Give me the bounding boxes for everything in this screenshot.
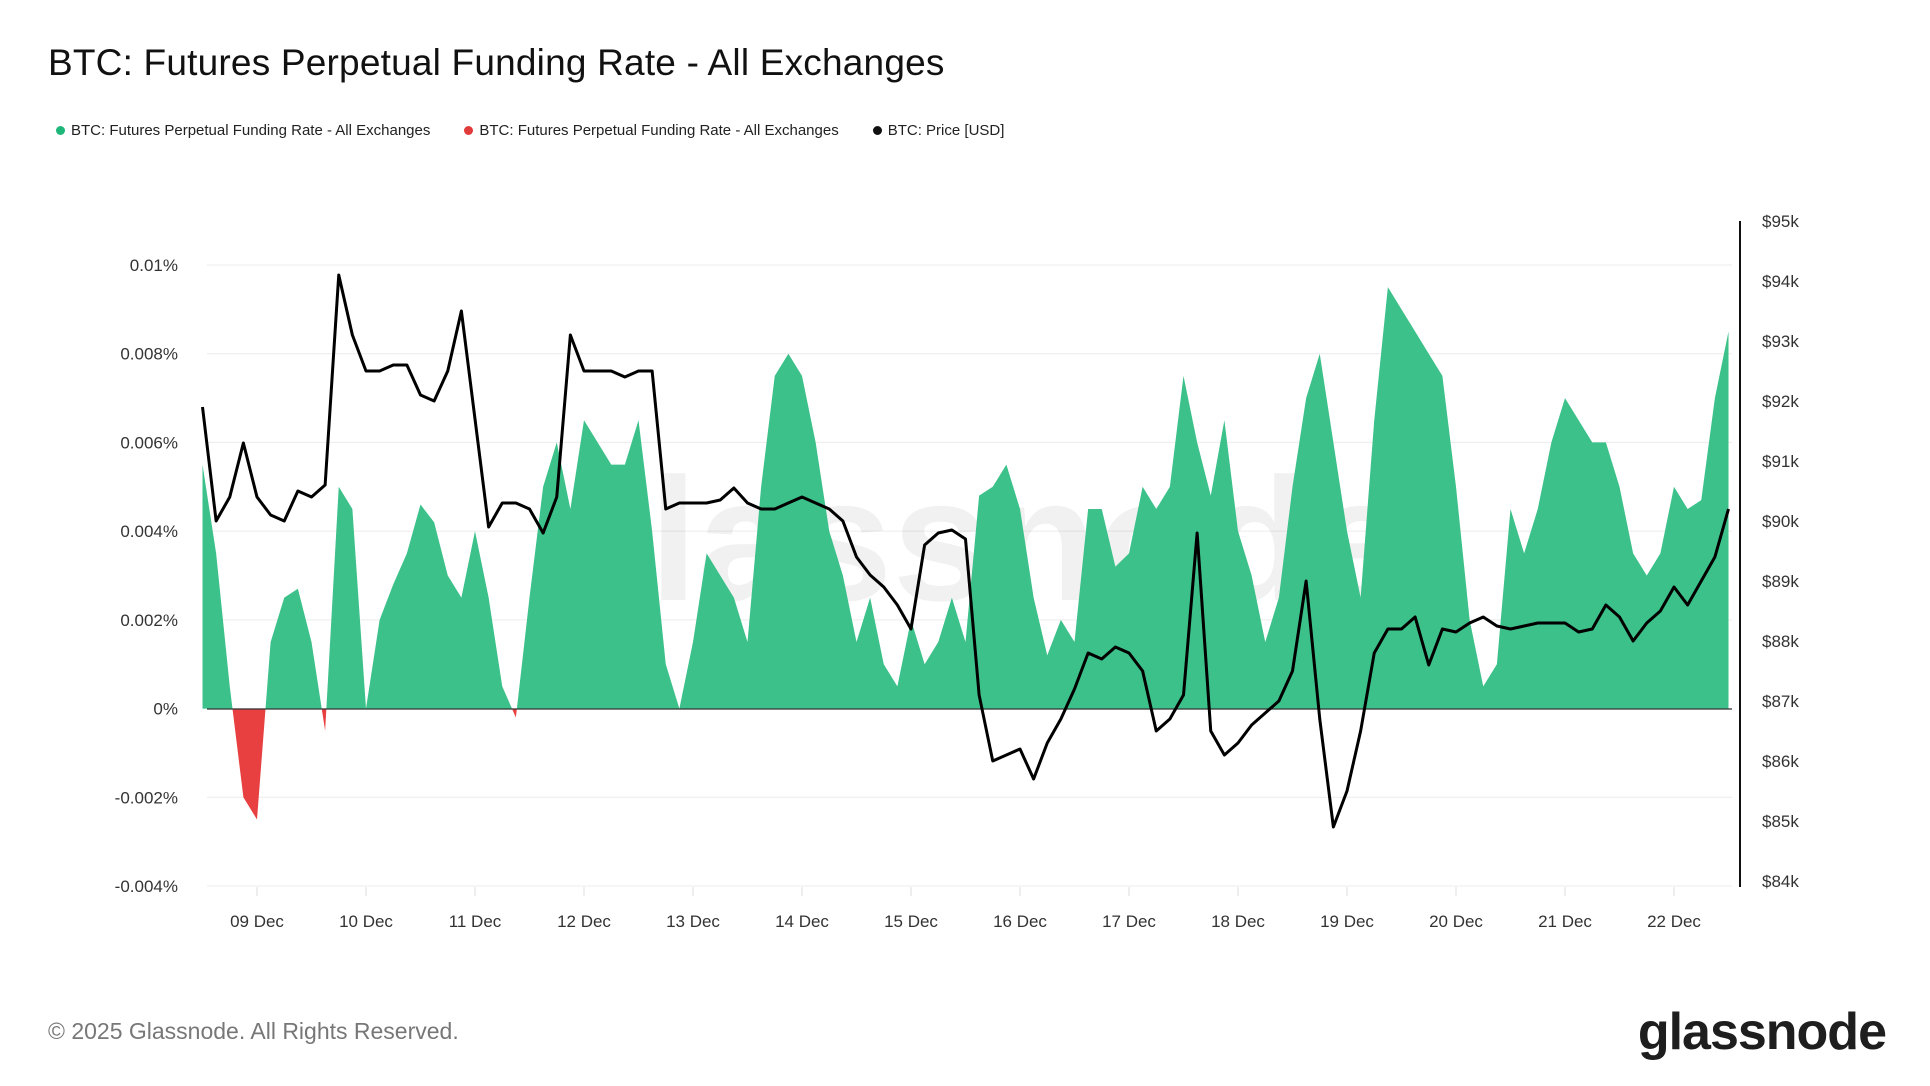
legend-item-price[interactable]: BTC: Price [USD] bbox=[872, 122, 1005, 139]
y-right-tick-label: $90k bbox=[1762, 512, 1799, 531]
y-left-tick-label: -0.002% bbox=[115, 788, 178, 807]
legend-label: BTC: Futures Perpetual Funding Rate - Al… bbox=[479, 122, 839, 139]
x-tick-label: 18 Dec bbox=[1211, 912, 1265, 931]
y-right-tick-label: $87k bbox=[1762, 692, 1799, 711]
y-right-tick-label: $94k bbox=[1762, 272, 1799, 291]
legend: BTC: Futures Perpetual Funding Rate - Al… bbox=[56, 122, 1004, 139]
x-tick-label: 16 Dec bbox=[993, 912, 1047, 931]
x-tick-label: 11 Dec bbox=[449, 912, 502, 931]
y-left-tick-label: 0% bbox=[153, 700, 178, 719]
y-right-tick-label: $91k bbox=[1762, 452, 1799, 471]
x-tick-label: 09 Dec bbox=[230, 912, 284, 931]
x-tick-label: 21 Dec bbox=[1538, 912, 1592, 931]
y-left-tick-label: 0.006% bbox=[120, 433, 178, 452]
y-left-tick-label: 0.008% bbox=[120, 345, 178, 364]
legend-item-funding-positive[interactable]: BTC: Futures Perpetual Funding Rate - Al… bbox=[56, 122, 430, 139]
price-lines bbox=[201, 273, 1730, 829]
legend-dot-green-icon bbox=[56, 126, 65, 135]
y-right-tick-label: $88k bbox=[1762, 632, 1799, 651]
y-right-tick-label: $95k bbox=[1762, 212, 1799, 231]
funding-negative-area bbox=[202, 708, 1729, 820]
legend-dot-black-icon bbox=[872, 126, 882, 135]
x-tick-label: 12 Dec bbox=[557, 912, 611, 931]
y-right-tick-label: $86k bbox=[1762, 752, 1799, 771]
y-right-tick-label: $84k bbox=[1762, 872, 1799, 891]
x-tick-label: 14 Dec bbox=[775, 912, 829, 931]
copyright: © 2025 Glassnode. All Rights Reserved. bbox=[48, 1018, 459, 1044]
axis-ticks: 0.01% 0.008% 0.006% 0.004% 0.002% 0% -0.002% -0… bbox=[115, 212, 1800, 931]
x-tick-label: 10 Dec bbox=[339, 912, 393, 931]
x-tick-label: 19 Dec bbox=[1320, 912, 1374, 931]
y-right-tick-label: $85k bbox=[1762, 812, 1799, 831]
x-tick-label: 13 Dec bbox=[666, 912, 720, 931]
legend-label: BTC: Price [USD] bbox=[887, 122, 1005, 139]
y-left-tick-label: 0.01% bbox=[130, 256, 178, 275]
x-tick-label: 22 Dec bbox=[1647, 912, 1701, 931]
chart-title: BTC: Futures Perpetual Funding Rate - Al… bbox=[48, 42, 945, 83]
funding-areas bbox=[202, 287, 1729, 820]
x-tick-label: 15 Dec bbox=[884, 912, 938, 931]
y-right-tick-label: $89k bbox=[1762, 572, 1799, 591]
legend-item-funding-negative[interactable]: BTC: Futures Perpetual Funding Rate - Al… bbox=[464, 122, 839, 139]
y-left-tick-label: -0.004% bbox=[115, 877, 178, 896]
x-tick-label: 17 Dec bbox=[1102, 912, 1156, 931]
legend-dot-red-icon bbox=[464, 126, 474, 135]
funding-positive-area bbox=[202, 287, 1729, 709]
glassnode-logo: glassnode bbox=[1637, 1003, 1887, 1061]
price-line bbox=[201, 273, 1730, 829]
y-left-tick-label: 0.004% bbox=[120, 522, 178, 541]
y-right-tick-label: $92k bbox=[1762, 392, 1799, 411]
x-tick-label: 20 Dec bbox=[1429, 912, 1483, 931]
legend-label: BTC: Futures Perpetual Funding Rate - Al… bbox=[71, 122, 431, 139]
y-right-tick-label: $93k bbox=[1762, 332, 1799, 351]
y-left-tick-label: 0.002% bbox=[120, 611, 178, 630]
